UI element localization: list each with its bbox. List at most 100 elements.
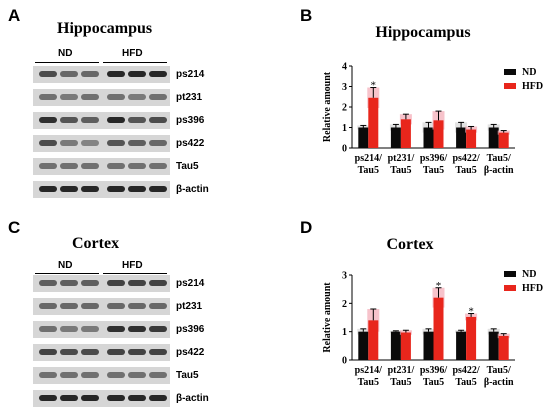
blot-band bbox=[107, 349, 125, 355]
blot-strip-actin bbox=[33, 390, 170, 407]
y-axis-label: Relative amount bbox=[322, 71, 333, 142]
blot-band bbox=[39, 186, 57, 192]
blot-band bbox=[81, 94, 99, 100]
bar-hfd bbox=[466, 129, 477, 148]
blot-strip-ps214 bbox=[33, 275, 170, 292]
chart-title: Cortex bbox=[386, 236, 433, 253]
bar-nd bbox=[358, 127, 369, 148]
bar-hfd bbox=[466, 316, 477, 360]
blot-band bbox=[128, 280, 146, 286]
significance-marker: * bbox=[371, 80, 377, 92]
blot-band bbox=[128, 349, 146, 355]
blot-band bbox=[39, 303, 57, 309]
x-tick-label: Tau5 bbox=[390, 165, 411, 176]
blot-band bbox=[149, 326, 167, 332]
blot-band bbox=[60, 326, 78, 332]
blot-band bbox=[107, 326, 125, 332]
blot-band bbox=[81, 71, 99, 77]
blot-band bbox=[81, 117, 99, 123]
bar-nd bbox=[423, 127, 434, 148]
blot-band bbox=[149, 94, 167, 100]
bar-hfd bbox=[400, 119, 411, 148]
blot-band bbox=[39, 395, 57, 401]
blot-band bbox=[60, 140, 78, 146]
blot-band bbox=[60, 372, 78, 378]
y-tick-label: 2 bbox=[342, 299, 347, 310]
blot-band bbox=[39, 280, 57, 286]
panel-letter-d: D bbox=[300, 218, 313, 237]
blot-strip-ps422 bbox=[33, 344, 170, 361]
blot-band bbox=[149, 372, 167, 378]
blot-band bbox=[128, 372, 146, 378]
blot-label: ps214 bbox=[176, 278, 205, 289]
x-tick-label: ps214/ bbox=[355, 153, 382, 164]
blot-band bbox=[107, 280, 125, 286]
blot-band bbox=[39, 94, 57, 100]
group-line-nd bbox=[35, 273, 99, 274]
y-tick-label: 3 bbox=[342, 271, 347, 282]
bar-nd bbox=[390, 127, 401, 148]
x-tick-label: ps422/ bbox=[452, 365, 479, 376]
bar-hfd bbox=[400, 332, 411, 360]
legend-label-nd: ND bbox=[522, 269, 536, 280]
x-tick-label: pt231/ bbox=[388, 153, 415, 164]
group-label-nd: ND bbox=[58, 260, 73, 271]
blot-strip-actin bbox=[33, 181, 170, 198]
legend-swatch-nd bbox=[504, 271, 516, 277]
significance-marker: * bbox=[468, 306, 474, 318]
legend-label-hfd: HFD bbox=[522, 81, 543, 92]
x-tick-label: Tau5/ bbox=[487, 153, 511, 164]
blot-band bbox=[107, 372, 125, 378]
bar-nd bbox=[358, 331, 369, 360]
group-line-nd bbox=[35, 62, 99, 63]
blot-band bbox=[107, 186, 125, 192]
blot-band bbox=[39, 349, 57, 355]
blot-label: Tau5 bbox=[176, 161, 199, 172]
blot-band bbox=[81, 395, 99, 401]
blot-title-cortex: Cortex bbox=[72, 235, 120, 252]
blot-strip-ps396 bbox=[33, 112, 170, 129]
blot-band bbox=[60, 303, 78, 309]
y-tick-label: 4 bbox=[342, 62, 347, 73]
blot-band bbox=[128, 163, 146, 169]
blot-band bbox=[149, 280, 167, 286]
bar-nd bbox=[390, 331, 401, 360]
blot-strip-pt231 bbox=[33, 89, 170, 106]
blot-label: β-actin bbox=[176, 184, 209, 195]
blot-label: ps214 bbox=[176, 69, 205, 80]
blot-band bbox=[81, 349, 99, 355]
bar-hfd bbox=[368, 320, 379, 360]
y-tick-label: 3 bbox=[342, 82, 347, 93]
blot-band bbox=[107, 94, 125, 100]
group-line-hfd bbox=[103, 273, 167, 274]
x-tick-label: ps422/ bbox=[452, 153, 479, 164]
blot-label: Tau5 bbox=[176, 370, 199, 381]
blot-band bbox=[60, 186, 78, 192]
bar-hfd bbox=[368, 97, 379, 148]
significance-marker: * bbox=[436, 280, 442, 292]
blot-band bbox=[81, 326, 99, 332]
group-label-hfd: HFD bbox=[122, 48, 143, 59]
blot-band bbox=[60, 94, 78, 100]
blot-band bbox=[39, 140, 57, 146]
bar-nd bbox=[488, 331, 499, 360]
panel-letter-a: A bbox=[8, 6, 21, 25]
x-tick-label: Tau5 bbox=[455, 165, 476, 176]
y-tick-label: 1 bbox=[342, 123, 347, 134]
x-tick-label: ps396/ bbox=[420, 365, 447, 376]
blot-strip-ps422 bbox=[33, 135, 170, 152]
blot-band bbox=[107, 117, 125, 123]
bar-hfd bbox=[433, 120, 444, 148]
blot-band bbox=[149, 117, 167, 123]
bar-nd bbox=[456, 331, 467, 360]
x-tick-label: ps214/ bbox=[355, 365, 382, 376]
x-tick-label: β-actin bbox=[484, 165, 514, 176]
bar-hfd bbox=[498, 132, 509, 148]
blot-band bbox=[149, 140, 167, 146]
blot-band bbox=[60, 71, 78, 77]
group-label-nd: ND bbox=[58, 48, 73, 59]
panel-letter-b: B bbox=[300, 6, 313, 25]
legend-label-nd: ND bbox=[522, 67, 536, 78]
blot-band bbox=[149, 71, 167, 77]
